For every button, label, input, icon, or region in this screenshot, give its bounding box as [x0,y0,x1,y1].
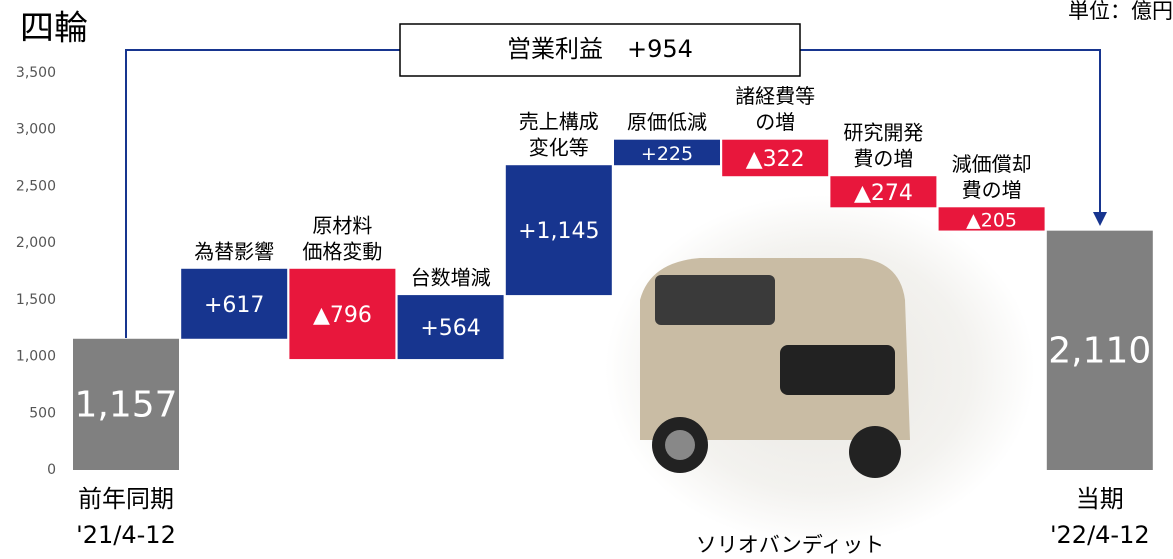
value-label: ▲274 [854,181,913,206]
y-tick-label: 500 [29,405,56,421]
value-label: +564 [420,316,480,341]
bar [181,268,288,339]
bar [505,165,612,296]
annotation-box [399,23,801,77]
value-label: ▲205 [966,209,1017,231]
y-tick-label: 2,000 [16,235,56,251]
y-tick-label: 2,500 [16,178,56,194]
category-label: 為替影響 [194,239,274,263]
category-label: 原材料 [312,213,372,237]
y-tick-label: 0 [47,462,56,478]
unit-label: 単位：億円 [1068,0,1173,23]
bar [614,139,720,166]
bar [722,139,829,177]
y-tick-label: 3,000 [16,122,56,138]
value-label: +225 [641,143,693,165]
bar [938,207,1045,231]
value-label: 2,110 [1048,330,1151,371]
category-label: 原価低減 [627,110,707,134]
car-image [640,258,910,478]
bracket-right [800,49,1101,214]
category-label: 減価償却 [952,152,1032,176]
category-label: 当期 [1076,485,1124,513]
chart-title: 四輪 [20,9,88,49]
value-label: ▲796 [313,303,372,328]
value-label: +617 [204,293,264,318]
bar [397,295,504,360]
category-label: 売上構成 [519,110,599,134]
annotation: 営業利益 +954 [507,35,693,63]
y-tick-label: 1,500 [16,292,56,308]
value-label: 1,157 [74,384,177,425]
bar [289,268,396,360]
y-tick-label: 3,500 [16,65,56,81]
value-label: ▲322 [746,147,805,172]
category-label: '21/4-12 [76,521,176,549]
category-label: 台数増減 [411,266,491,290]
bar [830,176,937,208]
category-label: の増 [755,110,795,134]
value-label: +1,145 [518,219,599,244]
bar [1046,230,1153,470]
image-caption: ソリオバンディット [696,533,885,557]
category-label: 変化等 [529,136,589,160]
y-tick-label: 1,000 [16,349,56,365]
category-label: 価格変動 [302,239,382,263]
category-label: 前年同期 [78,485,174,513]
category-label: '22/4-12 [1050,521,1150,549]
arrow-head [1093,212,1107,226]
category-label: 費の増 [853,147,913,171]
bar [73,338,179,470]
category-label: 研究開発 [843,121,923,145]
bracket-left [125,49,400,338]
category-label: 諸経費等 [735,84,815,108]
category-label: 費の増 [962,178,1022,202]
